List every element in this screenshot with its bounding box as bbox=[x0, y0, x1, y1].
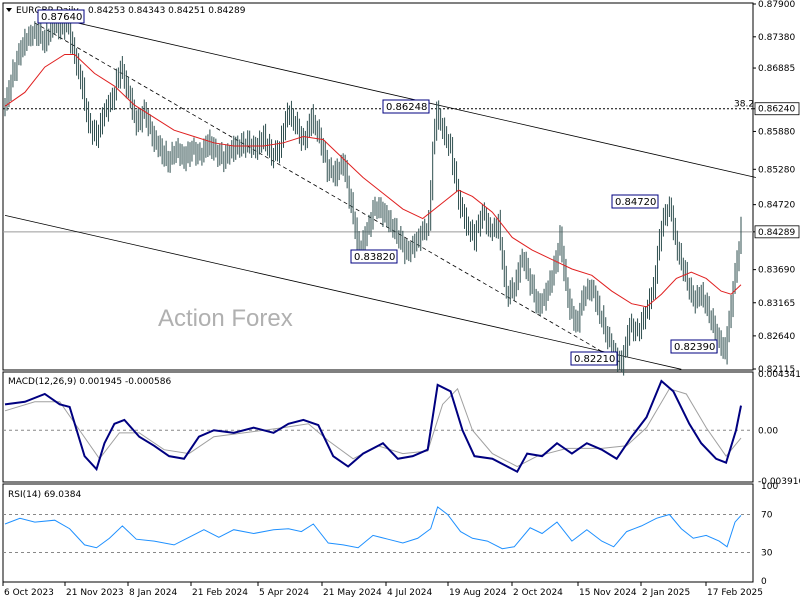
price-annotation: 0.87640 bbox=[37, 9, 85, 24]
price-tag-box bbox=[754, 102, 800, 116]
macd-tick-label: 0.00 bbox=[758, 426, 778, 436]
price-annotation: 0.82210 bbox=[570, 351, 618, 366]
price-tick-label: 0.84720 bbox=[758, 201, 795, 211]
price-tick-label: 0.85280 bbox=[758, 165, 795, 175]
annotation-label: 0.82390 bbox=[674, 342, 715, 353]
date-tick-label: 2 Jan 2025 bbox=[642, 588, 690, 598]
date-tick-label: 5 Apr 2024 bbox=[259, 588, 309, 598]
moving-average-line bbox=[4, 53, 742, 308]
fib-label: 38.2 bbox=[734, 100, 754, 110]
price-series-layer: 0.87640 0.86248 0.83820 0.84720 0.82210 0.823… bbox=[3, 9, 757, 376]
watermark: Action Forex bbox=[158, 305, 293, 332]
macd-tick-label: 0.004341 bbox=[758, 370, 800, 380]
price-tick-label: 0.85880 bbox=[758, 127, 795, 137]
collapse-triangle-icon[interactable] bbox=[6, 8, 12, 12]
price-panel bbox=[2, 2, 754, 371]
price-tick-label: 0.84289 bbox=[758, 228, 795, 238]
macd-series-layer bbox=[3, 379, 753, 474]
annotation-label: 0.84720 bbox=[615, 197, 656, 208]
macd-panel bbox=[2, 371, 754, 483]
price-tick-label: 0.86240 bbox=[758, 105, 795, 115]
date-tick-label: 19 Aug 2024 bbox=[449, 588, 507, 598]
date-tick-label: 6 Oct 2023 bbox=[4, 588, 54, 598]
date-tick-label: 17 Feb 2025 bbox=[707, 588, 763, 598]
channel-lower-line bbox=[4, 214, 682, 370]
date-tick-label: 21 Nov 2023 bbox=[66, 588, 124, 598]
macd-tick-label: -0.003916 bbox=[758, 477, 800, 487]
rsi-tick-label: 70 bbox=[761, 511, 773, 521]
price-tag-box bbox=[754, 225, 800, 239]
price-tick-label: 0.83165 bbox=[758, 299, 795, 309]
chart-header-ohlc: 0.84253 0.84343 0.84251 0.84289 bbox=[88, 6, 246, 16]
date-tick-label: 2 Oct 2024 bbox=[513, 588, 563, 598]
price-tick-label: 0.86885 bbox=[758, 64, 795, 74]
price-tick-label: 0.82115 bbox=[758, 365, 795, 375]
date-tick-label: 21 May 2024 bbox=[323, 588, 382, 598]
rsi-series-layer bbox=[3, 506, 753, 553]
annotation-label: 0.82210 bbox=[574, 354, 615, 365]
rsi-tick-label: 30 bbox=[761, 549, 773, 559]
rsi-title: RSI(14) 69.0384 bbox=[8, 490, 81, 500]
rsi-tick-label: 100 bbox=[761, 482, 778, 492]
rsi-line bbox=[4, 506, 742, 550]
macd-signal-line bbox=[4, 387, 742, 468]
price-annotation: 0.84720 bbox=[611, 194, 659, 209]
price-tick-label: 0.83690 bbox=[758, 266, 795, 276]
macd-title: MACD(12,26,9) 0.001945 -0.000586 bbox=[8, 377, 171, 387]
annotation-label: 0.83820 bbox=[354, 252, 395, 263]
rsi-tick-label: 0 bbox=[761, 577, 767, 587]
price-tick-label: 0.82640 bbox=[758, 332, 795, 342]
annotation-label: 0.86248 bbox=[386, 102, 427, 113]
annotation-label: 0.87640 bbox=[41, 12, 82, 23]
price-annotation: 0.82390 bbox=[670, 339, 718, 354]
macd-line bbox=[4, 379, 742, 474]
channel-upper-line bbox=[49, 16, 757, 178]
date-tick-label: 15 Nov 2024 bbox=[579, 588, 637, 598]
price-annotation: 0.86248 bbox=[382, 99, 430, 114]
date-tick-label: 4 Jul 2024 bbox=[387, 588, 432, 598]
rsi-panel bbox=[2, 483, 754, 583]
price-tick-label: 0.87900 bbox=[758, 0, 795, 10]
price-tick-label: 0.87380 bbox=[758, 33, 795, 43]
date-tick-label: 21 Feb 2024 bbox=[192, 588, 248, 598]
channel-mid-dashed-line bbox=[34, 22, 622, 364]
price-annotation: 0.83820 bbox=[350, 249, 398, 264]
date-tick-label: 8 Jan 2024 bbox=[129, 588, 177, 598]
